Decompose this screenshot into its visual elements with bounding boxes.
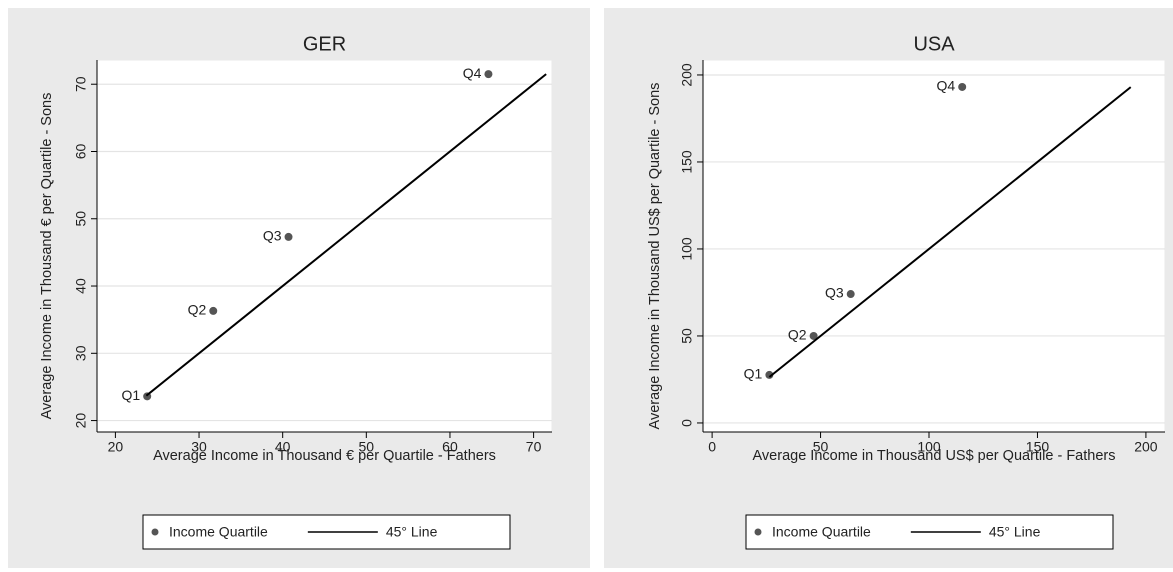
y-tick-label: 0 xyxy=(679,419,695,427)
y-axis-title: Average Income in Thousand US$ per Quart… xyxy=(647,83,663,430)
data-point xyxy=(484,70,493,79)
point-label: Q1 xyxy=(121,387,140,403)
legend-label: Income Quartile xyxy=(772,524,871,540)
y-tick-label: 100 xyxy=(679,237,695,261)
data-point xyxy=(846,290,855,299)
y-tick-label: 60 xyxy=(73,143,89,159)
y-tick-label: 40 xyxy=(73,278,89,294)
point-label: Q3 xyxy=(825,285,844,301)
y-tick-label: 20 xyxy=(73,413,89,429)
legend-marker xyxy=(151,528,159,536)
x-tick-label: 60 xyxy=(442,439,458,455)
x-tick-label: 200 xyxy=(1134,439,1158,455)
x-tick-label: 20 xyxy=(108,439,124,455)
x-axis-title: Average Income in Thousand US$ per Quart… xyxy=(753,448,1116,464)
point-label: Q1 xyxy=(744,366,763,382)
y-tick-label: 50 xyxy=(679,328,695,344)
data-point xyxy=(765,370,774,379)
y-tick-label: 70 xyxy=(73,76,89,92)
x-tick-label: 30 xyxy=(191,439,207,455)
chart-title: GER xyxy=(303,33,346,55)
data-point xyxy=(958,82,967,91)
data-point xyxy=(209,306,218,315)
point-label: Q4 xyxy=(937,78,956,94)
point-label: Q2 xyxy=(788,327,807,343)
data-point xyxy=(284,232,293,241)
reference-line xyxy=(768,86,1132,378)
reference-line xyxy=(145,73,547,397)
legend-label: Income Quartile xyxy=(169,524,268,540)
plot-area xyxy=(96,59,553,433)
legend-label: 45° Line xyxy=(386,524,438,540)
x-tick-label: 0 xyxy=(708,439,716,455)
point-label: Q3 xyxy=(263,228,282,244)
x-tick-label: 50 xyxy=(359,439,375,455)
x-tick-label: 50 xyxy=(813,439,829,455)
point-label: Q2 xyxy=(188,302,207,318)
x-axis-title: Average Income in Thousand € per Quartil… xyxy=(153,448,496,464)
point-label: Q4 xyxy=(463,65,482,81)
x-tick-label: 100 xyxy=(917,439,941,455)
x-tick-label: 70 xyxy=(526,439,542,455)
y-tick-label: 150 xyxy=(679,150,695,174)
chart-title: USA xyxy=(913,33,955,55)
y-axis-title: Average Income in Thousand € per Quartil… xyxy=(39,93,55,420)
y-tick-label: 200 xyxy=(679,63,695,87)
y-tick-label: 30 xyxy=(73,345,89,361)
legend-marker xyxy=(754,528,762,536)
y-tick-label: 50 xyxy=(73,211,89,227)
data-point xyxy=(809,331,818,340)
x-tick-label: 150 xyxy=(1026,439,1050,455)
x-tick-label: 40 xyxy=(275,439,291,455)
legend-label: 45° Line xyxy=(989,524,1041,540)
